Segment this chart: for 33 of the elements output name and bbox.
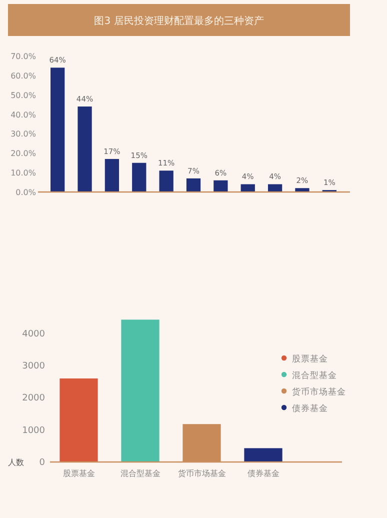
bar	[104, 158, 120, 192]
x-tick-label: 混合型基金	[120, 469, 160, 478]
bar	[214, 180, 228, 192]
bar	[240, 184, 255, 192]
y-tick-label: 1000	[22, 426, 46, 436]
legend-label: 债券基金	[292, 403, 328, 414]
y-tick-label: 30.0%	[10, 130, 36, 139]
y-tick-label: 50.0%	[10, 90, 36, 100]
x-tick-label: 股票基金	[62, 469, 95, 478]
y-tick-label: 0.0%	[16, 188, 36, 197]
y-tick-label: 70.0%	[10, 52, 36, 61]
x-tick-label: 债券基金	[247, 469, 280, 478]
legend-label: 货币市场基金	[292, 386, 346, 398]
bar	[186, 178, 201, 192]
bar	[295, 188, 310, 192]
y-tick-label: 10.0%	[10, 168, 36, 178]
y-tick-label: 4000	[22, 329, 46, 340]
y-tick-label: 3000	[22, 362, 46, 372]
bar	[159, 170, 174, 192]
legend-label: 混合型基金	[292, 370, 337, 381]
bar	[78, 106, 92, 192]
y-tick-label: 40.0%	[10, 110, 36, 120]
y-tick-label: 2000	[22, 394, 46, 404]
bar	[268, 184, 282, 192]
bar	[50, 68, 65, 192]
legend-label: 股票基金	[292, 354, 328, 364]
chart-title: 图3 居民投资理财配置最多的三种资产	[94, 15, 264, 27]
x-tick-label: 货币市场基金	[178, 469, 226, 478]
y-tick-label: 0	[39, 458, 46, 468]
y-tick-label: 20.0%	[10, 149, 36, 158]
bar	[132, 162, 146, 192]
y-tick-label: 60.0%	[10, 71, 36, 80]
y-axis-title: 人数	[8, 458, 24, 467]
